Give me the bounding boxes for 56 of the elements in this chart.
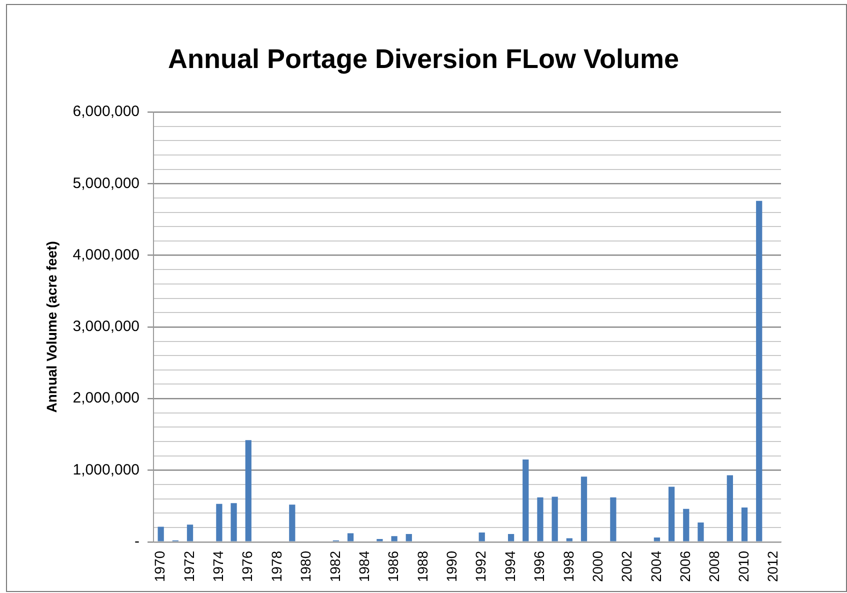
- bar: [478, 532, 485, 542]
- y-tick-label: 4,000,000: [72, 246, 140, 264]
- x-tick-label: 1988: [414, 550, 430, 582]
- chart-title: Annual Portage Diversion FLow Volume: [166, 44, 680, 75]
- bar: [186, 524, 194, 542]
- bar: [347, 533, 354, 542]
- y-tick-label: -: [134, 532, 140, 550]
- bar: [741, 507, 748, 542]
- x-tick-label: 2004: [648, 550, 664, 582]
- bar: [566, 538, 572, 542]
- x-tick-label: 2008: [706, 550, 722, 582]
- bar: [580, 476, 588, 542]
- x-tick-label: 1980: [298, 550, 314, 582]
- x-tick-label: 1996: [531, 550, 548, 582]
- bar: [537, 497, 544, 542]
- bar: [508, 534, 514, 542]
- x-tick-label: 1972: [180, 550, 197, 582]
- bar: [726, 475, 733, 542]
- x-tick-label: 2012: [764, 550, 781, 582]
- x-tick-label: 2006: [677, 550, 694, 582]
- bar: [610, 497, 616, 542]
- x-tick-label: 1998: [560, 550, 576, 582]
- bar: [406, 534, 412, 542]
- bar: [376, 538, 383, 542]
- x-tick-label: 1994: [502, 550, 518, 582]
- x-tick-label: 1984: [356, 550, 372, 582]
- bar: [654, 538, 660, 542]
- bar: [552, 496, 558, 542]
- x-tick-label: 2002: [618, 550, 635, 582]
- bar: [698, 522, 704, 542]
- x-tick-label: 1986: [385, 550, 402, 582]
- x-tick-label: 2000: [589, 550, 606, 582]
- x-tick-label: 1974: [210, 550, 226, 582]
- y-tick-label: 3,000,000: [72, 318, 140, 336]
- y-tick-label: 6,000,000: [72, 103, 140, 120]
- bar: [668, 486, 675, 542]
- x-tick-label: 2010: [735, 550, 752, 582]
- y-tick-label: 1,000,000: [72, 461, 140, 478]
- bar: [230, 503, 237, 542]
- x-tick-label: 1978: [268, 550, 284, 582]
- bar: [289, 504, 296, 542]
- x-tick-label: 1970: [152, 550, 168, 582]
- x-tick-label: 1990: [444, 550, 460, 582]
- bar: [216, 504, 222, 542]
- y-tick-label: 2,000,000: [72, 390, 140, 407]
- x-tick-label: 1976: [239, 550, 256, 582]
- bar: [158, 526, 164, 542]
- bar: [245, 440, 252, 542]
- x-tick-label: 1982: [326, 550, 343, 582]
- y-axis-title: Annual Volume (acre feet): [43, 241, 60, 413]
- bar: [391, 536, 398, 542]
- bar: [683, 508, 690, 542]
- bar: [756, 200, 762, 542]
- x-tick-label: 1992: [472, 550, 489, 582]
- y-tick-label: 5,000,000: [72, 174, 140, 192]
- bar: [522, 459, 529, 542]
